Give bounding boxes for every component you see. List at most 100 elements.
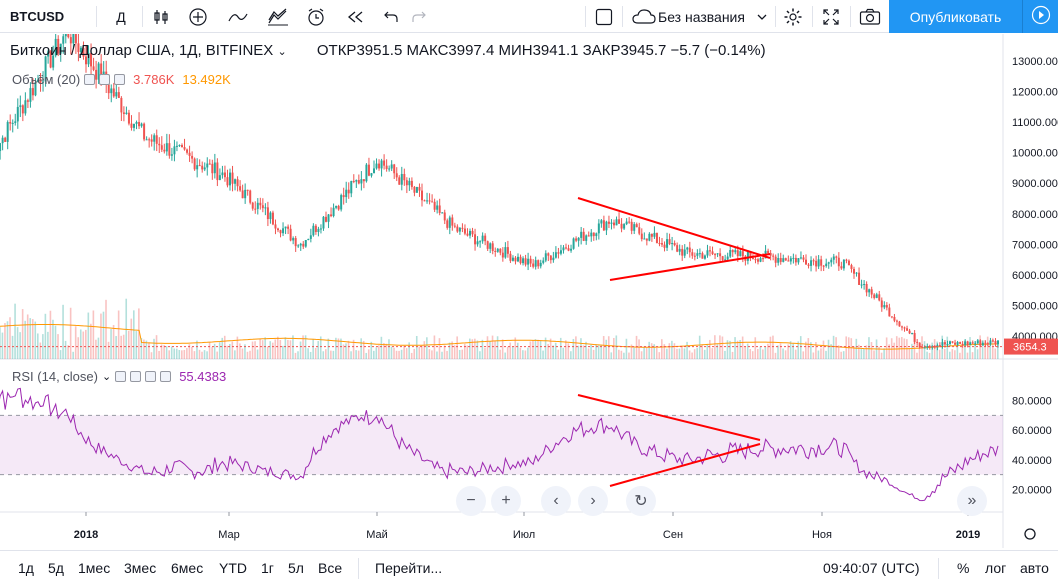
symbol-search[interactable]: BTCUSD — [10, 9, 65, 24]
fullscreen-toggle-icon[interactable] — [592, 0, 616, 33]
volume-bar — [650, 343, 653, 359]
main-legend: Биткоин / Доллар США, 1Д, BITFINEX ⌄ ОТК… — [10, 42, 766, 59]
rsi-label[interactable]: RSI (14, close) — [12, 369, 98, 384]
log-toggle[interactable]: лог — [985, 560, 1007, 576]
plus-icon[interactable] — [145, 371, 157, 382]
volume-bar — [714, 335, 716, 359]
timeframe-all[interactable]: Все — [318, 560, 343, 576]
candle-body — [597, 223, 600, 234]
candle-body — [974, 343, 977, 345]
volume-bar — [183, 349, 186, 359]
indicators-icon[interactable] — [264, 0, 292, 33]
volume-bar — [367, 349, 370, 359]
volume-bar — [229, 343, 231, 359]
reset-chart-button[interactable]: ↻ — [626, 486, 656, 516]
volume-bar — [880, 352, 883, 359]
camera-icon[interactable] — [856, 0, 884, 33]
publish-button[interactable]: Опубликовать — [889, 0, 1022, 33]
scroll-to-realtime-button[interactable]: » — [957, 486, 987, 516]
candle-body — [989, 340, 992, 345]
timeframe-5d[interactable]: 5д — [48, 560, 64, 576]
chevron-down-icon[interactable]: ⌄ — [101, 371, 112, 383]
legend-ohlc: ОТКР3951.5 МАКС3997.4 МИН3941.1 ЗАКР3945… — [316, 42, 766, 59]
interval-button[interactable]: Д — [116, 8, 126, 25]
volume-bar — [456, 336, 458, 359]
chart-canvas[interactable]: 13000.0000 12000.0000 11000.0000 10000.0000… — [0, 13, 1058, 548]
candle-body — [840, 266, 843, 269]
chart-area[interactable]: 13000.0000 12000.0000 11000.0000 10000.0000… — [0, 13, 1058, 548]
candle-body — [62, 36, 65, 44]
candle-body — [254, 208, 257, 210]
timeframe-6m[interactable]: 6мес — [171, 560, 204, 576]
timeframe-1m[interactable]: 1мес — [78, 560, 111, 576]
volume-label[interactable]: Объём (20) — [12, 72, 81, 87]
close-icon[interactable] — [160, 371, 172, 382]
redo-icon[interactable] — [406, 0, 432, 33]
volume-bar — [188, 344, 191, 359]
candle-body — [613, 222, 615, 226]
compare-icon[interactable] — [224, 0, 252, 33]
zoom-out-button[interactable]: − — [456, 486, 486, 516]
timeframe-3m[interactable]: 3мес — [124, 560, 157, 576]
candle-body — [388, 168, 391, 170]
candle-body — [860, 284, 863, 286]
timeframe-ytd[interactable]: YTD — [219, 560, 247, 576]
volume-bar — [11, 335, 14, 359]
replay-icon[interactable] — [341, 0, 369, 33]
candle-body — [330, 214, 333, 217]
volume-bar — [378, 345, 380, 359]
scroll-left-button[interactable]: ‹ — [541, 486, 571, 516]
scroll-right-button[interactable]: › — [578, 486, 608, 516]
volume-bar — [155, 335, 158, 359]
settings-icon[interactable] — [99, 74, 111, 85]
candle-body — [703, 255, 706, 259]
chevron-down-icon[interactable] — [754, 0, 770, 33]
candle-body — [431, 201, 434, 203]
timeframe-1d[interactable]: 1д — [18, 560, 34, 576]
goto-date-button[interactable]: Перейти... — [375, 560, 443, 576]
candles-icon[interactable] — [148, 0, 174, 33]
candle-body — [269, 212, 272, 220]
expand-icon[interactable] — [818, 0, 844, 33]
alert-icon[interactable] — [302, 0, 330, 33]
settings-icon[interactable] — [780, 0, 806, 33]
cloud-icon[interactable] — [630, 0, 658, 33]
candle-body — [385, 165, 388, 170]
timeframe-5y[interactable]: 5л — [288, 560, 304, 576]
volume-bar — [105, 299, 107, 359]
candle-body — [47, 51, 50, 57]
publish-menu-button[interactable] — [1022, 0, 1058, 33]
settings-icon[interactable] — [130, 371, 142, 382]
volume-bar — [506, 346, 509, 359]
eye-icon[interactable] — [84, 74, 96, 85]
eye-icon[interactable] — [115, 371, 127, 382]
volume-bar — [529, 341, 532, 359]
volume-bar — [365, 352, 368, 359]
volume-bar — [815, 342, 817, 359]
close-icon[interactable] — [114, 74, 126, 85]
candle-body — [951, 341, 954, 343]
percent-toggle[interactable]: % — [957, 560, 970, 576]
candle-body — [741, 251, 744, 257]
timeframe-1y[interactable]: 1г — [261, 560, 274, 576]
top-toolbar: BTCUSD Д Без названия — [0, 0, 1058, 33]
legend-title[interactable]: Биткоин / Доллар США, 1Д, BITFINEX — [10, 42, 274, 59]
candle-body — [186, 149, 189, 153]
volume-bar — [524, 350, 527, 359]
chevron-down-icon[interactable]: ⌄ — [277, 46, 287, 58]
undo-icon[interactable] — [378, 0, 404, 33]
candle-body — [82, 47, 85, 57]
layout-name[interactable]: Без названия — [658, 8, 745, 25]
auto-toggle[interactable]: авто — [1020, 560, 1049, 576]
zoom-in-button[interactable]: + — [491, 486, 521, 516]
candle-body — [277, 228, 279, 231]
candle-body — [95, 69, 98, 80]
candle-body — [208, 163, 211, 165]
volume-bar — [721, 336, 724, 359]
price-tick-label: 11000.0000 — [1012, 117, 1058, 129]
candle-body — [827, 262, 830, 264]
volume-bar — [130, 318, 133, 359]
add-indicator-icon[interactable] — [184, 0, 212, 33]
clock[interactable]: 09:40:07 (UTC) — [823, 560, 920, 576]
volume-bar — [486, 336, 489, 359]
